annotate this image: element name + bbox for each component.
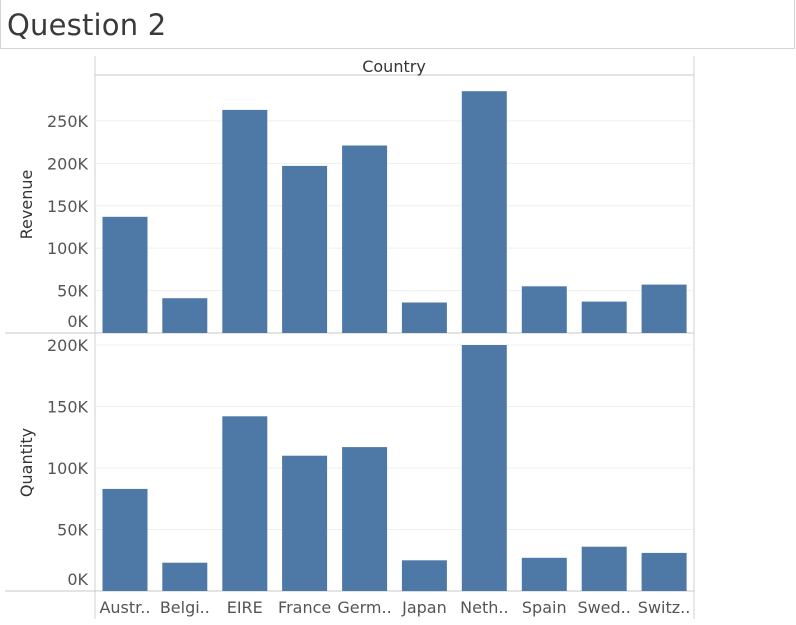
panel-revenue: 0K 50K 100K 150K 200K 250K Revenue <box>17 91 694 334</box>
x-axis: Austr.. Belgi.. EIRE France Germ.. Japan Neth.… <box>99 598 690 617</box>
bar-quantity[interactable] <box>581 546 627 591</box>
x-tick-label: Swed.. <box>577 598 630 617</box>
x-tick-label: EIRE <box>227 598 263 617</box>
x-tick-label: Belgi.. <box>160 598 210 617</box>
bar-revenue[interactable] <box>581 301 627 333</box>
bar-quantity[interactable] <box>401 560 447 592</box>
y-tick-label: 150K <box>47 398 89 417</box>
y-tick-label: 150K <box>47 197 89 216</box>
y-tick-label: 250K <box>47 112 89 131</box>
y-tick-label: 50K <box>57 521 88 540</box>
bar-quantity[interactable] <box>461 345 507 591</box>
bar-quantity[interactable] <box>222 416 268 591</box>
y-tick-label: 200K <box>47 336 89 355</box>
bar-revenue[interactable] <box>641 284 687 333</box>
x-tick-label: Neth.. <box>460 598 508 617</box>
panel-quantity: 0K 50K 100K 150K 200K Quantity <box>17 336 694 592</box>
y-tick-label: 0K <box>67 570 88 589</box>
y-tick-label: 100K <box>47 459 89 478</box>
bar-quantity[interactable] <box>282 455 328 591</box>
bar-quantity[interactable] <box>102 488 148 591</box>
title-bar: Question 2 <box>0 0 795 49</box>
bar-revenue[interactable] <box>282 165 328 333</box>
bar-quantity[interactable] <box>162 562 208 591</box>
column-header: Country <box>362 57 426 76</box>
bar-revenue[interactable] <box>222 109 268 334</box>
x-tick-label: France <box>278 598 331 617</box>
y-tick-label: 200K <box>47 154 89 173</box>
bar-revenue[interactable] <box>401 302 447 334</box>
x-tick-label: Austr.. <box>99 598 150 617</box>
y-tick-label: 0K <box>67 312 88 331</box>
x-tick-label: Germ.. <box>337 598 391 617</box>
bar-revenue[interactable] <box>521 286 567 333</box>
y-tick-label: 50K <box>57 282 88 301</box>
bar-revenue[interactable] <box>102 216 148 333</box>
x-tick-label: Switz.. <box>638 598 691 617</box>
x-tick-label: Japan <box>401 598 447 617</box>
x-tick-label: Spain <box>522 598 567 617</box>
y-axis-title-revenue: Revenue <box>17 170 36 240</box>
y-tick-label: 100K <box>47 239 89 258</box>
bar-revenue[interactable] <box>342 145 388 334</box>
bar-quantity[interactable] <box>342 447 388 591</box>
y-axis-title-quantity: Quantity <box>17 428 36 497</box>
bar-quantity[interactable] <box>521 557 567 591</box>
bar-quantity[interactable] <box>641 552 687 591</box>
bar-revenue[interactable] <box>162 298 208 333</box>
page-title: Question 2 <box>7 8 167 42</box>
bar-revenue[interactable] <box>461 91 507 333</box>
